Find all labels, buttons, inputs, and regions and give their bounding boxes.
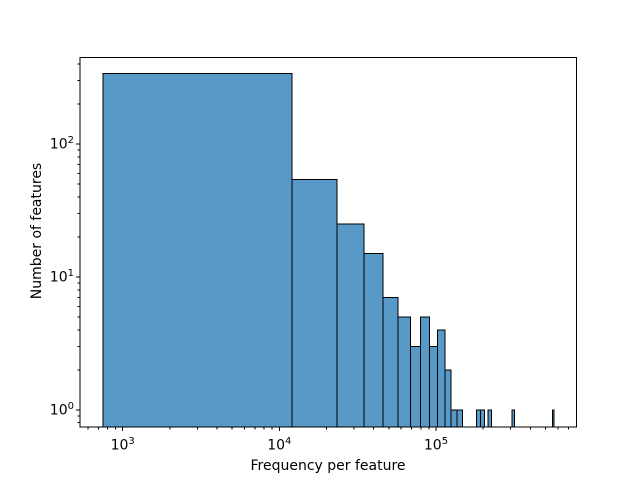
x-tick-label: 104	[267, 435, 292, 454]
histogram-bar	[382, 297, 399, 428]
histogram-bar	[487, 409, 493, 428]
histogram-bar	[102, 73, 293, 428]
y-tick-label: 102	[49, 135, 74, 153]
histogram-bar	[291, 179, 338, 428]
y-tick-label: 101	[49, 267, 74, 286]
x-tick-label: 103	[110, 435, 135, 454]
histogram-bar	[363, 253, 384, 428]
histogram-bar	[444, 369, 452, 428]
y-tick-label: 100	[49, 400, 74, 419]
histogram-bar	[397, 316, 411, 428]
histogram-bar	[476, 409, 482, 428]
x-axis-label: Frequency per feature	[250, 458, 406, 474]
histogram-bar	[409, 345, 422, 428]
histogram-bar	[437, 329, 446, 428]
histogram-bar	[450, 409, 458, 428]
histogram-bar	[552, 409, 555, 428]
x-tick-label: 105	[423, 435, 449, 454]
histogram-bar	[420, 316, 431, 428]
histogram-bar	[511, 409, 516, 428]
y-axis-label: Number of features	[29, 162, 45, 300]
histogram-bar	[429, 345, 439, 428]
histogram-bar	[336, 223, 365, 428]
axes-spines	[79, 57, 578, 428]
histogram-bar	[480, 409, 486, 428]
histogram-bar	[456, 409, 464, 428]
